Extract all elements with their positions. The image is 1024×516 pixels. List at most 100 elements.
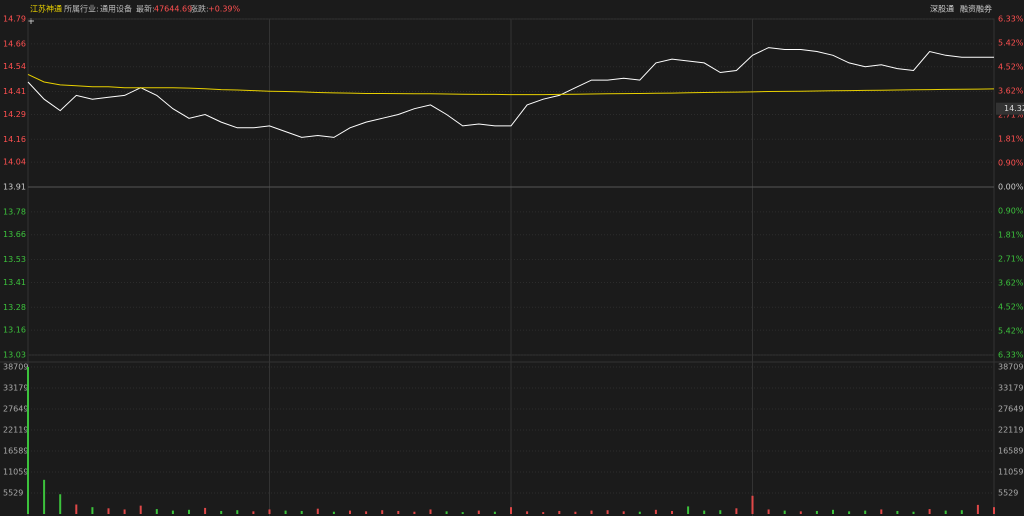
y2-tick-label: 0.90% (998, 206, 1024, 215)
volume-bar (671, 510, 673, 514)
volume-bar (832, 509, 834, 514)
y-tick-label: 38709 (3, 363, 28, 372)
link-button[interactable]: 深股通 (930, 4, 954, 14)
volume-bar (220, 510, 223, 514)
y-tick-label: 14.54 (3, 62, 26, 71)
header-bar (0, 0, 1024, 16)
volume-bar (960, 510, 963, 514)
volume-bar (188, 509, 190, 514)
y2-tick-label: 38709 (998, 363, 1023, 372)
volume-bar (558, 510, 561, 514)
volume-bar (252, 511, 255, 514)
y-tick-label: 13.41 (3, 278, 26, 287)
y2-tick-label: 2.71% (998, 111, 1024, 120)
volume-bar (703, 510, 706, 514)
volume-bar (413, 511, 416, 514)
volume-bar (526, 511, 529, 514)
volume-bar (204, 507, 207, 514)
volume-bar (365, 511, 368, 514)
y2-tick-label: 0.00% (998, 183, 1024, 192)
volume-bar (606, 510, 609, 514)
y-tick-label: 27649 (3, 405, 28, 414)
y2-tick-label: 1.81% (998, 231, 1024, 240)
y2-tick-label: 5529 (998, 489, 1018, 498)
volume-bar (477, 510, 480, 514)
latest-label: 最新: (136, 4, 155, 14)
y-tick-label: 16589 (3, 447, 28, 456)
y-tick-label: 33179 (3, 384, 28, 393)
volume-bar (107, 508, 110, 514)
price-marker: 14.32 (1004, 104, 1024, 113)
volume-bar (445, 511, 448, 514)
volume-bar (349, 510, 351, 514)
y-tick-label: 11059 (3, 468, 28, 477)
volume-bar (381, 510, 384, 514)
volume-bar (332, 511, 335, 514)
volume-bar (316, 508, 319, 514)
y2-tick-label: 2.71% (998, 254, 1024, 263)
volume-bar (799, 511, 802, 514)
y-tick-label: 13.28 (3, 303, 26, 312)
volume-bar (59, 494, 62, 514)
volume-bar (123, 509, 126, 514)
volume-bar (43, 479, 46, 514)
volume-bar (976, 504, 979, 514)
volume-bar (896, 510, 899, 514)
volume-bar (91, 507, 94, 514)
volume-bar (284, 510, 287, 514)
volume-bar (928, 509, 931, 514)
volume-bar (429, 509, 432, 514)
y-tick-label: 13.16 (3, 326, 26, 335)
y-tick-label: 14.04 (3, 158, 26, 167)
volume-bar (687, 506, 690, 514)
industry-label: 所属行业: (64, 4, 99, 14)
volume-bar (493, 511, 496, 514)
change-label: 涨跌: (190, 4, 209, 14)
volume-bar (397, 510, 400, 514)
volume-bar (783, 510, 786, 514)
y-tick-label: 14.66 (3, 39, 26, 48)
y-tick-label: 13.53 (3, 255, 26, 264)
latest-value: 47644.69 (154, 5, 192, 14)
volume-bar (638, 511, 641, 514)
volume-bar (864, 510, 867, 514)
volume-bar (751, 495, 754, 514)
y-tick-label: 13.03 (3, 351, 26, 360)
y2-tick-label: 16589 (998, 447, 1023, 456)
y-tick-label: 22119 (3, 426, 28, 435)
price-marker-box (996, 102, 1024, 115)
y2-tick-label: 1.81% (998, 134, 1024, 143)
volume-bar (236, 510, 239, 514)
volume-bar (719, 510, 722, 514)
y2-tick-label: 6.33% (998, 351, 1024, 360)
y-tick-label: 14.29 (3, 110, 26, 119)
y2-tick-label: 22119 (998, 426, 1023, 435)
volume-bar (155, 509, 158, 514)
y-tick-label: 13.91 (3, 183, 26, 192)
volume-bar (880, 509, 883, 514)
y2-tick-label: 33179 (998, 384, 1023, 393)
price-line (27, 73, 995, 96)
y2-tick-label: 4.52% (998, 63, 1024, 72)
y2-tick-label: 4.52% (998, 302, 1024, 311)
volume-bar (268, 509, 271, 514)
volume-bar (848, 511, 851, 514)
y2-tick-label: 5.42% (998, 326, 1024, 335)
link-button[interactable]: 融资融券 (960, 4, 992, 14)
industry[interactable]: 通用设备 (100, 4, 132, 14)
volume-bar (510, 507, 512, 514)
y2-tick-label: 0.90% (998, 159, 1024, 168)
volume-bar (171, 510, 174, 514)
y-tick-label: 14.79 (3, 15, 26, 24)
stock-name[interactable]: 江苏神通 (30, 4, 62, 14)
volume-bar (461, 512, 464, 514)
y2-tick-label: 5.42% (998, 39, 1024, 48)
price-line (27, 47, 994, 138)
volume-bar (590, 510, 593, 514)
volume-bar (542, 512, 545, 514)
volume-bar (993, 507, 995, 514)
y-tick-label: 14.41 (3, 87, 26, 96)
volume-bar (139, 505, 142, 514)
volume-bar (767, 509, 770, 514)
